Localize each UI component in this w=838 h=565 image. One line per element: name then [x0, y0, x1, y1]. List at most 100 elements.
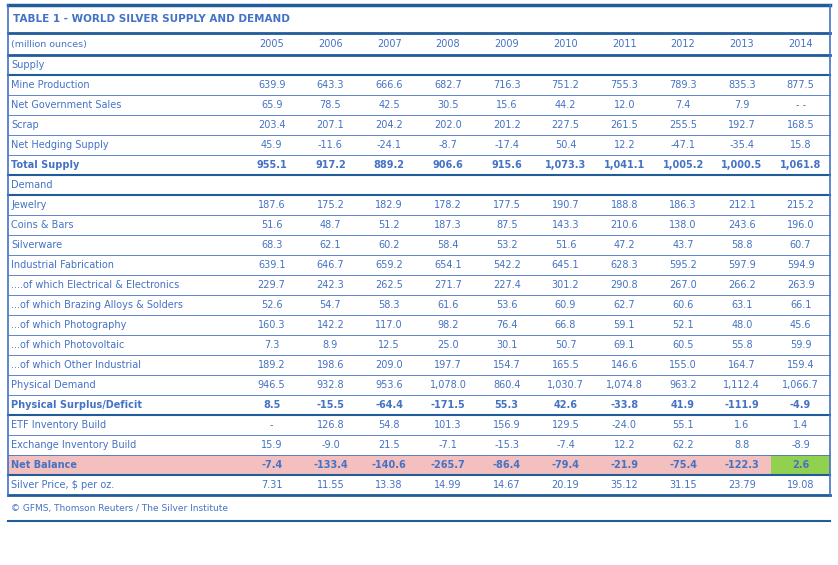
Text: 51.2: 51.2: [379, 220, 400, 230]
Text: 243.6: 243.6: [728, 220, 756, 230]
Text: 190.7: 190.7: [551, 200, 579, 210]
Text: 639.1: 639.1: [258, 260, 286, 270]
Bar: [8, 195, 830, 215]
Text: Total Supply: Total Supply: [11, 160, 80, 170]
Text: 76.4: 76.4: [496, 320, 518, 330]
Text: -7.4: -7.4: [556, 440, 575, 450]
Text: 207.1: 207.1: [317, 120, 344, 130]
Text: Mine Production: Mine Production: [11, 80, 90, 90]
Text: 682.7: 682.7: [434, 80, 462, 90]
Text: 659.2: 659.2: [375, 260, 403, 270]
Text: 30.5: 30.5: [437, 100, 458, 110]
Text: ...of which Photovoltaic: ...of which Photovoltaic: [11, 340, 124, 350]
Text: 47.2: 47.2: [613, 240, 635, 250]
Text: 15.8: 15.8: [790, 140, 811, 150]
Text: -15.5: -15.5: [317, 400, 344, 410]
Bar: [8, 33, 830, 55]
Text: -33.8: -33.8: [610, 400, 639, 410]
Text: 1,078.0: 1,078.0: [430, 380, 467, 390]
Text: 177.5: 177.5: [493, 200, 520, 210]
Text: -64.4: -64.4: [375, 400, 403, 410]
Text: 201.2: 201.2: [493, 120, 520, 130]
Text: -86.4: -86.4: [493, 460, 520, 470]
Text: -35.4: -35.4: [729, 140, 754, 150]
Text: 43.7: 43.7: [672, 240, 694, 250]
Text: 639.9: 639.9: [258, 80, 286, 90]
Text: 204.2: 204.2: [375, 120, 403, 130]
Text: 542.2: 542.2: [493, 260, 520, 270]
Text: 917.2: 917.2: [315, 160, 346, 170]
Text: 2010: 2010: [553, 39, 578, 49]
Text: 60.7: 60.7: [790, 240, 811, 250]
Text: 654.1: 654.1: [434, 260, 462, 270]
Bar: [8, 135, 830, 155]
Text: 101.3: 101.3: [434, 420, 462, 430]
Text: 12.2: 12.2: [613, 440, 635, 450]
Text: ...of which Brazing Alloys & Solders: ...of which Brazing Alloys & Solders: [11, 300, 183, 310]
Text: Net Balance: Net Balance: [11, 460, 77, 470]
Text: 54.8: 54.8: [379, 420, 400, 430]
Bar: [8, 315, 830, 335]
Text: 271.7: 271.7: [434, 280, 462, 290]
Text: 2014: 2014: [789, 39, 813, 49]
Text: 267.0: 267.0: [670, 280, 697, 290]
Text: 12.0: 12.0: [613, 100, 635, 110]
Text: 182.9: 182.9: [375, 200, 403, 210]
Text: 227.5: 227.5: [551, 120, 580, 130]
Text: 58.8: 58.8: [731, 240, 753, 250]
Text: 301.2: 301.2: [551, 280, 579, 290]
Text: 87.5: 87.5: [496, 220, 518, 230]
Text: 44.2: 44.2: [555, 100, 577, 110]
Text: 60.9: 60.9: [555, 300, 577, 310]
Text: 2005: 2005: [259, 39, 284, 49]
Text: 50.4: 50.4: [555, 140, 577, 150]
Text: 1,112.4: 1,112.4: [723, 380, 760, 390]
Bar: [8, 255, 830, 275]
Text: 178.2: 178.2: [434, 200, 462, 210]
Text: -8.7: -8.7: [438, 140, 458, 150]
Text: 915.6: 915.6: [491, 160, 522, 170]
Text: -4.9: -4.9: [790, 400, 811, 410]
Text: © GFMS, Thomson Reuters / The Silver Institute: © GFMS, Thomson Reuters / The Silver Ins…: [11, 503, 228, 512]
Bar: [8, 295, 830, 315]
Text: 14.67: 14.67: [493, 480, 520, 490]
Text: 142.2: 142.2: [317, 320, 344, 330]
Text: 8.5: 8.5: [263, 400, 281, 410]
Bar: [8, 475, 830, 495]
Text: 189.2: 189.2: [258, 360, 286, 370]
Text: Silverware: Silverware: [11, 240, 62, 250]
Text: 646.7: 646.7: [317, 260, 344, 270]
Text: 7.4: 7.4: [675, 100, 691, 110]
Text: 946.5: 946.5: [258, 380, 286, 390]
Text: 55.1: 55.1: [672, 420, 694, 430]
Text: 594.9: 594.9: [787, 260, 815, 270]
Text: -9.0: -9.0: [321, 440, 339, 450]
Text: 155.0: 155.0: [670, 360, 697, 370]
Text: 210.6: 210.6: [610, 220, 638, 230]
Text: 48.7: 48.7: [319, 220, 341, 230]
Text: -133.4: -133.4: [313, 460, 348, 470]
Text: 52.6: 52.6: [261, 300, 282, 310]
Text: 255.5: 255.5: [669, 120, 697, 130]
Text: 13.38: 13.38: [375, 480, 403, 490]
Text: -122.3: -122.3: [725, 460, 759, 470]
Text: 1,005.2: 1,005.2: [663, 160, 704, 170]
Text: 63.1: 63.1: [731, 300, 753, 310]
Text: 597.9: 597.9: [728, 260, 756, 270]
Text: 227.4: 227.4: [493, 280, 520, 290]
Text: 197.7: 197.7: [434, 360, 462, 370]
Text: 98.2: 98.2: [437, 320, 458, 330]
Text: 212.1: 212.1: [728, 200, 756, 210]
Text: 209.0: 209.0: [375, 360, 403, 370]
Text: 51.6: 51.6: [555, 240, 577, 250]
Text: Jewelry: Jewelry: [11, 200, 46, 210]
Text: 58.4: 58.4: [437, 240, 458, 250]
Text: 60.6: 60.6: [672, 300, 694, 310]
Text: 188.8: 188.8: [611, 200, 638, 210]
Text: 12.5: 12.5: [379, 340, 400, 350]
Text: 1,041.1: 1,041.1: [603, 160, 645, 170]
Bar: [8, 5, 830, 33]
Text: 835.3: 835.3: [728, 80, 756, 90]
Bar: [8, 175, 830, 195]
Text: 262.5: 262.5: [375, 280, 403, 290]
